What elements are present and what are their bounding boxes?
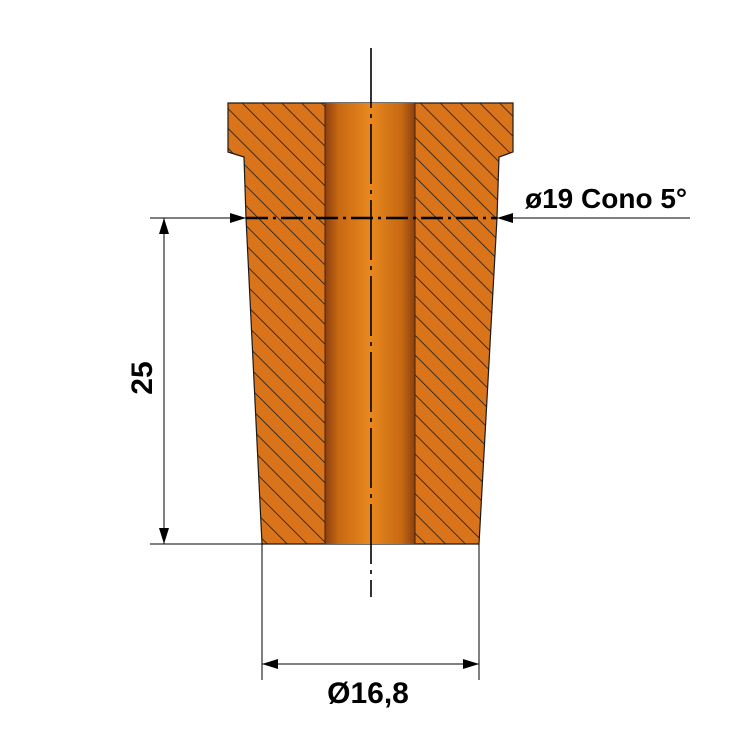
height-arrow-bottom — [159, 528, 169, 544]
cone-dimension-label: ø19 Cono 5° — [525, 183, 687, 214]
cone-arrow-right — [497, 213, 513, 223]
height-dimension-label: 25 — [126, 361, 159, 394]
bottom-arrow-right — [463, 659, 479, 669]
bottom-diameter-label: Ø16,8 — [327, 677, 409, 710]
height-arrow-top — [159, 218, 169, 234]
bottom-arrow-left — [262, 659, 278, 669]
bore — [325, 103, 415, 544]
